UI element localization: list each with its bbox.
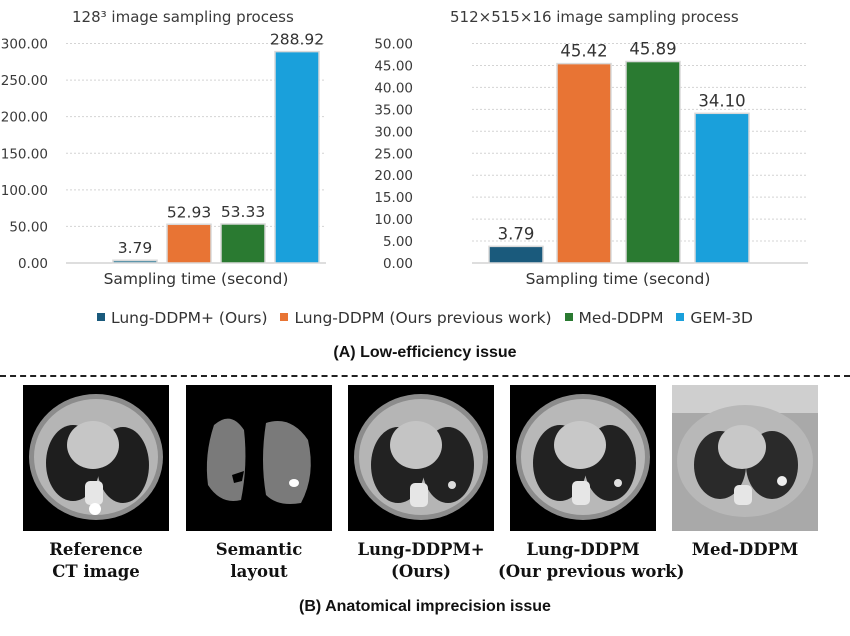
- data-label: 3.79: [498, 224, 535, 243]
- y-tick-label: 35.00: [374, 102, 413, 118]
- legend-item-gem-3d: GEM-3D: [676, 309, 753, 327]
- bar-2: [220, 223, 266, 264]
- y-tick-label: 50.00: [374, 37, 413, 53]
- legend-item-lung-ddpm: Lung-DDPM (Ours previous work): [280, 309, 552, 327]
- bar-1: [166, 223, 212, 264]
- y-tick-label: 250.00: [1, 73, 48, 89]
- caption-b: (B) Anatomical imprecision issue: [299, 598, 551, 615]
- data-label: 53.33: [221, 203, 265, 221]
- caption-a: (A) Low-efficiency issue: [333, 344, 517, 361]
- y-tick-label: 300.00: [1, 37, 48, 53]
- left-x-axis-label: Sampling time (second): [103, 270, 289, 288]
- data-label: 52.93: [167, 203, 211, 221]
- dashed-divider: [0, 375, 850, 377]
- legend-item-lung-ddpm-plus: Lung-DDPM+ (Ours): [96, 309, 268, 327]
- y-tick-label: 5.00: [383, 234, 413, 250]
- legend: Lung-DDPM+ (Ours) Lung-DDPM (Ours previo…: [0, 309, 850, 327]
- semantic-label: Semantic layout: [215, 540, 303, 581]
- y-tick-label: 30.00: [374, 124, 413, 140]
- reference-ct-image: [23, 385, 169, 531]
- data-label: 45.42: [560, 42, 607, 61]
- med-ddpm-label: Med-DDPM: [691, 540, 799, 559]
- lung-ddpm-plus-image: [348, 385, 494, 531]
- lung-ddpm-image: [510, 385, 656, 531]
- right-x-axis-label: Sampling time (second): [525, 270, 711, 288]
- lung-ddpm-label: Lung-DDPM (Our previous work): [498, 540, 685, 581]
- y-tick-label: 100.00: [1, 183, 48, 199]
- data-label: 288.92: [270, 31, 324, 49]
- semantic-layout-image: [186, 385, 332, 531]
- right-chart-title: 512×515×16 image sampling process: [450, 8, 739, 26]
- y-tick-label: 40.00: [374, 80, 413, 96]
- y-tick-label: 15.00: [374, 190, 413, 206]
- left-chart-title: 128³ image sampling process: [72, 8, 294, 26]
- reference-label: Reference CT image: [49, 540, 143, 581]
- legend-swatch: [564, 313, 573, 321]
- y-tick-label: 50.00: [9, 219, 48, 235]
- legend-swatch: [676, 313, 685, 321]
- data-label: 34.10: [698, 91, 745, 110]
- y-tick-label: 10.00: [374, 212, 413, 228]
- y-tick-label: 150.00: [1, 146, 48, 162]
- bar-3: [274, 50, 320, 264]
- legend-swatch: [96, 313, 105, 321]
- y-tick-label: 20.00: [374, 168, 413, 184]
- y-tick-label: 0.00: [18, 256, 48, 272]
- y-tick-label: 200.00: [1, 110, 48, 126]
- left-bar-chart: 0.00 50.00 100.00 150.00 200.00 250.00 300.00 3…: [1, 31, 808, 272]
- y-tick-label: 45.00: [374, 58, 413, 74]
- data-label: 3.79: [118, 239, 153, 257]
- bar-1: [556, 62, 612, 264]
- bar-3: [694, 112, 750, 264]
- y-tick-label: 25.00: [374, 146, 413, 162]
- legend-item-med-ddpm: Med-DDPM: [564, 309, 663, 327]
- y-tick-label: 0.00: [383, 256, 413, 272]
- bar-0: [488, 245, 544, 264]
- bar-2: [625, 60, 681, 264]
- med-ddpm-image: [672, 385, 818, 531]
- bar-0: [112, 259, 158, 264]
- legend-swatch: [280, 313, 289, 321]
- lung-ddpm-plus-label: Lung-DDPM+ (Ours): [357, 540, 485, 581]
- data-label: 45.89: [629, 40, 676, 59]
